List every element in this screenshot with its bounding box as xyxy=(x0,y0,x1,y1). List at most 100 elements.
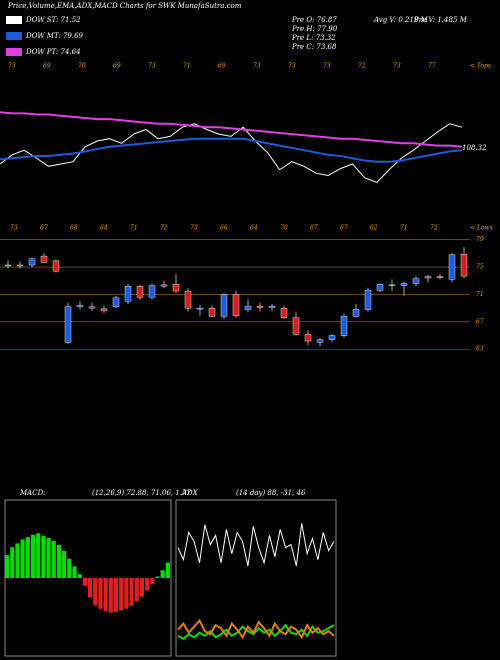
low-label: 73 xyxy=(10,225,18,232)
legend-swatch xyxy=(6,48,22,56)
top-label: 71 xyxy=(183,63,191,70)
low-label: 71 xyxy=(130,225,138,232)
top-label: 73 xyxy=(8,63,16,70)
pre-value: Pre C: 73.68 xyxy=(291,43,337,51)
legend-swatch xyxy=(6,16,22,24)
candle-body xyxy=(328,335,336,340)
low-label: 67 xyxy=(340,225,348,232)
macd-bar xyxy=(93,578,98,605)
low-label: 62 xyxy=(370,225,378,232)
candle-body xyxy=(172,283,180,292)
candle-body xyxy=(280,307,288,318)
low-label: 70 xyxy=(280,225,288,232)
y-tick-label: 79 xyxy=(476,236,484,243)
low-label: 71 xyxy=(400,225,408,232)
candle-body xyxy=(412,278,420,284)
candle-body xyxy=(304,333,312,342)
candle-body xyxy=(4,264,12,267)
candle-body xyxy=(112,297,120,307)
macd-bar xyxy=(98,578,103,609)
low-label: 73 xyxy=(190,225,198,232)
macd-bar xyxy=(124,578,129,609)
macd-bar xyxy=(160,570,165,578)
macd-bar xyxy=(103,578,108,612)
low-label: 72 xyxy=(430,225,438,232)
candle-body xyxy=(460,254,468,277)
low-label: 67 xyxy=(310,225,318,232)
candle-body xyxy=(196,307,204,310)
candle-body xyxy=(400,283,408,286)
macd-title: MACD: xyxy=(19,489,46,497)
candle-body xyxy=(16,264,24,267)
top-label: 73 xyxy=(393,63,401,70)
pre-value: Pre O: 76.87 xyxy=(291,16,337,24)
pre-value: Pre L: 73.32 xyxy=(291,34,336,42)
macd-bar xyxy=(145,578,150,591)
macd-bar xyxy=(155,576,160,578)
candle-body xyxy=(316,339,324,343)
adx-title: ADX xyxy=(181,489,199,497)
candle-body xyxy=(28,258,36,266)
candle-body xyxy=(424,276,432,279)
annotation: 108.32 xyxy=(462,144,487,152)
macd-bar xyxy=(20,539,25,578)
candle-body xyxy=(448,254,456,280)
top-label: 77 xyxy=(428,63,436,70)
macd-bar xyxy=(72,566,77,578)
legend-label: DOW ST: 71.52 xyxy=(25,16,81,24)
candle-body xyxy=(208,307,216,317)
y-tick-label: 71 xyxy=(476,291,484,298)
macd-bar xyxy=(36,533,41,578)
macd-bar xyxy=(82,578,87,586)
top-label: 72 xyxy=(358,63,366,70)
top-label: 73 xyxy=(323,63,331,70)
line xyxy=(177,523,335,566)
top-label: 73 xyxy=(148,63,156,70)
macd-bar xyxy=(56,544,62,578)
candle-body xyxy=(340,316,348,336)
y-tick-label: 67 xyxy=(476,318,484,325)
candle-body xyxy=(244,305,252,310)
macd-bar xyxy=(67,558,72,578)
low-label: 64 xyxy=(250,225,258,232)
candle-body xyxy=(184,290,192,309)
macd-bar xyxy=(113,578,119,612)
top-label: 69 xyxy=(113,63,121,70)
low-label: 72 xyxy=(160,225,168,232)
candle-body xyxy=(436,276,444,278)
pre-value: Pre H: 77.90 xyxy=(291,25,338,33)
top-label: 73 xyxy=(288,63,296,70)
macd-bar xyxy=(46,537,51,578)
title: Price,Volume,EMA,ADX,MACD Charts for SWK… xyxy=(7,2,242,10)
line xyxy=(0,123,463,183)
candle-body xyxy=(292,317,300,335)
candle-body xyxy=(364,290,372,310)
candle-body xyxy=(268,305,276,308)
macd-bar xyxy=(139,578,145,597)
macd-bar xyxy=(134,578,139,602)
candle-body xyxy=(148,285,156,298)
macd-bar xyxy=(108,578,113,613)
tops-label: < Tops xyxy=(470,63,491,70)
line xyxy=(0,111,463,148)
macd-bar xyxy=(5,554,10,578)
low-label: 66 xyxy=(220,225,228,232)
macd-bar xyxy=(51,541,56,578)
candle-body xyxy=(64,306,72,343)
candle-body xyxy=(88,306,96,309)
y-tick-label: 63 xyxy=(476,346,484,353)
candle-body xyxy=(52,260,60,272)
low-label: 68 xyxy=(70,225,78,232)
low-label: 67 xyxy=(40,225,48,232)
candle-body xyxy=(220,294,228,317)
macd-bar xyxy=(77,574,82,578)
macd-bar xyxy=(150,578,155,585)
candle-body xyxy=(388,284,396,287)
macd-bar xyxy=(10,547,15,578)
candle-body xyxy=(352,309,360,317)
candle-body xyxy=(232,294,240,316)
candle-body xyxy=(76,305,84,307)
macd-bar xyxy=(129,578,134,606)
macd-subtitle: (12,26,9) 72.88, 71.06, 1.77 xyxy=(92,489,192,497)
